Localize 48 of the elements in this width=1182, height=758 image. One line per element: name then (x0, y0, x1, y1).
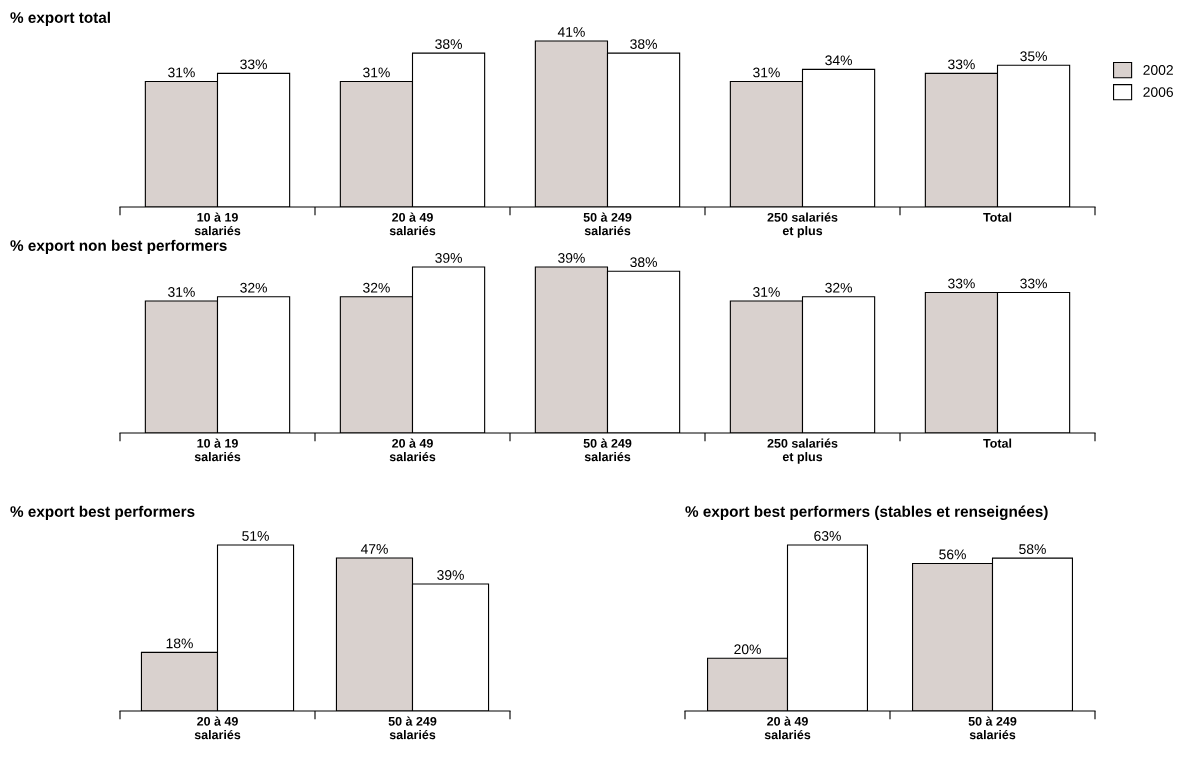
data-label: 33% (948, 59, 975, 70)
data-label: 31% (168, 287, 195, 297)
chart-title: % export best performers (stables et renseignées) (685, 505, 1048, 520)
data-label: 18% (166, 638, 193, 649)
data-label: 39% (437, 570, 464, 580)
data-label: 41% (557, 27, 585, 37)
x-tick-label: 20 à 49 salariés (764, 716, 811, 740)
data-label: 32% (240, 282, 267, 293)
data-label: 31% (753, 287, 780, 297)
data-label: 31% (363, 67, 390, 78)
data-label: 39% (558, 253, 585, 263)
data-label: 35% (1020, 51, 1047, 62)
data-label: 33% (240, 59, 267, 70)
x-tick-label: 20 à 49 salariés (389, 438, 436, 462)
x-tick-label: Total (983, 438, 1012, 448)
chart-title: % export best performers (10, 505, 195, 520)
x-tick-label: 50 à 249 salariés (388, 716, 437, 740)
data-label: 34% (825, 55, 852, 66)
x-tick-label: Total (983, 212, 1012, 222)
data-label: 32% (825, 282, 852, 293)
x-tick-label: 50 à 249 salariés (583, 438, 632, 462)
data-label: 38% (630, 257, 657, 268)
data-label: 32% (363, 282, 390, 293)
legend-label: 2006 (1143, 87, 1174, 97)
x-tick-label: 50 à 249 salariés (968, 716, 1017, 740)
data-label: 47% (360, 544, 388, 554)
x-tick-label: 10 à 19 salariés (194, 212, 241, 236)
data-label: 63% (814, 531, 841, 541)
data-label: 56% (939, 549, 966, 560)
data-label: 51% (242, 531, 269, 541)
x-tick-label: 20 à 49 salariés (389, 212, 436, 236)
data-label: 33% (948, 278, 975, 289)
data-label: 31% (168, 67, 195, 78)
data-label: 38% (630, 39, 657, 50)
data-label: 38% (435, 39, 462, 50)
chart-title: % export non best performers (10, 239, 227, 254)
legend-label: 2002 (1143, 65, 1173, 75)
x-tick-label: 10 à 19 salariés (194, 438, 241, 462)
x-tick-label: 20 à 49 salariés (194, 716, 241, 740)
data-label: 39% (435, 253, 462, 263)
data-label: 31% (753, 67, 780, 78)
data-label: 33% (1020, 278, 1047, 289)
data-label: 20% (734, 644, 761, 655)
x-tick-label: 250 salariés et plus (767, 212, 838, 238)
x-tick-label: 250 salariés et plus (767, 438, 838, 464)
x-tick-label: 50 à 249 salariés (583, 212, 632, 236)
chart-title: % export total (10, 11, 110, 26)
data-label: 58% (1019, 544, 1046, 555)
